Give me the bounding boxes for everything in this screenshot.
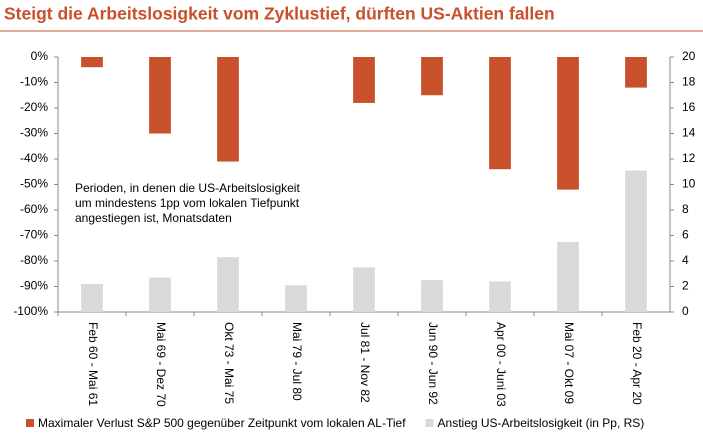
bar (625, 57, 647, 88)
y-tick-label: -90% (20, 279, 48, 293)
x-tick-label: Mai 69 - Dez 70 (154, 322, 168, 407)
bar (489, 281, 511, 312)
y2-tick-label: 16 (682, 100, 696, 114)
x-tick-label: Jun 90 - Jun 92 (426, 322, 440, 405)
annotation: Perioden, in denen die US-Arbeitslosigke… (75, 181, 300, 195)
y-tick-label: -40% (20, 151, 48, 165)
y-tick-label: -80% (20, 253, 48, 267)
y-tick-label: -10% (20, 75, 48, 89)
legend-label: Anstieg US-Arbeitslosigkeit (in Pp, RS) (438, 416, 645, 430)
y2-tick-label: 14 (682, 126, 696, 140)
y2-tick-label: 0 (682, 304, 689, 318)
y-tick-label: 0% (31, 49, 49, 63)
legend-label: Maximaler Verlust S&P 500 gegenüber Zeit… (38, 416, 406, 430)
y-tick-label: -70% (20, 228, 48, 242)
y2-tick-label: 2 (682, 279, 689, 293)
annotation: angestiegen ist, Monatsdaten (75, 211, 232, 225)
y-tick-label: -30% (20, 126, 48, 140)
annotation: um mindestens 1pp vom lokalen Tiefpunkt (75, 196, 300, 210)
bar (489, 57, 511, 170)
y2-tick-label: 6 (682, 228, 689, 242)
bar (285, 285, 307, 312)
chart-title: Steigt die Arbeitslosigkeit vom Zyklusti… (4, 4, 555, 24)
y-tick-label: -60% (20, 202, 48, 216)
y2-tick-label: 18 (682, 75, 696, 89)
bar (557, 57, 579, 190)
x-tick-label: Feb 60 - Mai 61 (86, 322, 100, 406)
x-tick-label: Mai 79 - Jul 80 (290, 322, 304, 401)
bar (557, 241, 579, 312)
y2-tick-label: 4 (682, 253, 689, 267)
bar (217, 57, 239, 162)
bar (217, 257, 239, 312)
bar (625, 170, 647, 312)
legend-swatch (26, 419, 34, 427)
bar (353, 57, 375, 103)
y2-tick-label: 10 (682, 177, 696, 191)
bar (81, 57, 103, 68)
bar (81, 283, 103, 312)
x-tick-label: Feb 20 - Apr 20 (630, 322, 644, 405)
x-tick-label: Mai 07 - Okt 09 (562, 322, 576, 404)
y-tick-label: -50% (20, 177, 48, 191)
bar (353, 267, 375, 312)
y-tick-label: -20% (20, 100, 48, 114)
x-tick-label: Apr 00 - Juni 03 (494, 322, 508, 407)
x-tick-label: Jul 81 - Nov 82 (358, 322, 372, 403)
y2-tick-label: 20 (682, 49, 696, 63)
bar (149, 57, 171, 134)
x-tick-label: Okt 73 - Mai 75 (222, 322, 236, 404)
bar (421, 57, 443, 96)
y2-tick-label: 12 (682, 151, 696, 165)
y2-tick-label: 8 (682, 202, 689, 216)
y-tick-label: -100% (13, 304, 48, 318)
legend-swatch (425, 419, 434, 427)
bar (149, 277, 171, 312)
bar (421, 280, 443, 312)
